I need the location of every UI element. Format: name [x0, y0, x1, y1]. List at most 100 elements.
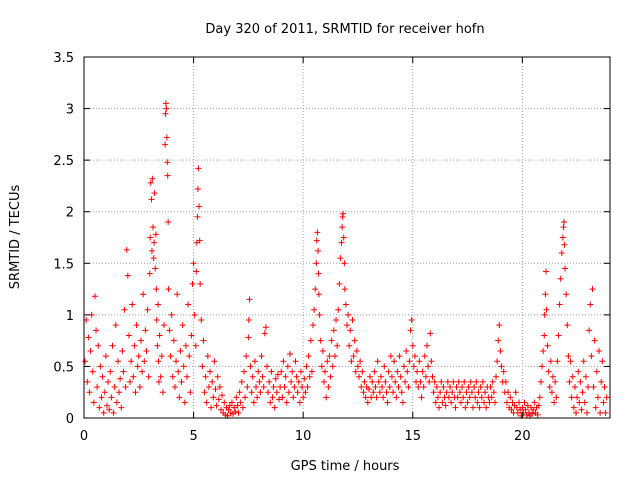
data-point [90, 399, 97, 406]
data-point [245, 334, 252, 341]
data-point [350, 353, 357, 360]
data-point [108, 394, 115, 401]
data-point [253, 384, 260, 391]
data-point [351, 337, 358, 344]
data-point [557, 275, 564, 282]
data-point [141, 358, 148, 365]
data-point [301, 375, 308, 382]
data-point [303, 363, 310, 370]
data-point [482, 389, 489, 396]
data-point [315, 291, 322, 298]
data-point [540, 347, 547, 354]
data-point [429, 373, 436, 380]
data-point [163, 105, 170, 112]
data-point [354, 363, 361, 370]
data-point [198, 317, 205, 324]
data-point [546, 384, 553, 391]
data-point [295, 378, 302, 385]
data-point [260, 384, 267, 391]
data-point [347, 327, 354, 334]
data-point [110, 409, 117, 416]
data-point [471, 384, 478, 391]
data-point [266, 378, 273, 385]
data-point [545, 368, 552, 375]
data-point [579, 389, 586, 396]
data-point [145, 373, 152, 380]
data-point [352, 368, 359, 375]
data-point [120, 368, 127, 375]
data-point [311, 306, 318, 313]
data-point [445, 394, 452, 401]
data-point [133, 322, 140, 329]
data-point [319, 347, 326, 354]
data-point [147, 234, 154, 241]
data-point [337, 255, 344, 262]
data-point [121, 306, 128, 313]
data-point [519, 404, 526, 411]
data-point [324, 358, 331, 365]
data-point [300, 394, 307, 401]
data-point [95, 342, 102, 349]
data-point [153, 317, 160, 324]
data-point [576, 399, 583, 406]
data-point [427, 330, 434, 337]
data-point [158, 353, 165, 360]
data-point [365, 386, 372, 393]
y-tick-label: 3.5 [53, 51, 74, 66]
data-point [521, 399, 528, 406]
data-point [173, 358, 180, 365]
x-tick-labels: 0 5 10 15 20 [80, 429, 531, 444]
data-point [315, 270, 322, 277]
data-point [194, 213, 201, 220]
data-point [293, 373, 300, 380]
data-point [421, 353, 428, 360]
data-point [494, 358, 501, 365]
data-point [129, 301, 136, 308]
data-point [490, 389, 497, 396]
data-point [426, 378, 433, 385]
data-point [210, 394, 217, 401]
data-point [467, 378, 474, 385]
x-tick-label: 5 [189, 429, 197, 444]
data-point [598, 378, 605, 385]
data-point [100, 409, 107, 416]
data-point [394, 368, 401, 375]
data-point [202, 373, 209, 380]
data-point [325, 384, 332, 391]
data-point [372, 384, 379, 391]
data-point [489, 378, 496, 385]
data-point [601, 384, 608, 391]
data-point [101, 389, 108, 396]
data-point [313, 237, 320, 244]
data-point [237, 399, 244, 406]
data-point [535, 402, 542, 409]
data-point [192, 342, 199, 349]
data-point [577, 378, 584, 385]
data-point [248, 389, 255, 396]
data-point [255, 368, 262, 375]
data-point [182, 342, 189, 349]
data-point [560, 224, 567, 231]
data-point [373, 394, 380, 401]
data-point [560, 219, 567, 226]
data-point [114, 358, 121, 365]
data-point [264, 363, 271, 370]
data-point [434, 394, 441, 401]
data-point [586, 327, 593, 334]
data-point [428, 358, 435, 365]
data-point [377, 373, 384, 380]
data-point [376, 389, 383, 396]
data-point [268, 368, 275, 375]
data-point [466, 394, 473, 401]
data-point [246, 296, 253, 303]
data-point [552, 378, 559, 385]
data-point [578, 406, 585, 413]
data-point [539, 363, 546, 370]
data-point [463, 389, 470, 396]
y-tick-label: 2.5 [53, 154, 74, 169]
data-point [349, 317, 356, 324]
data-point [207, 368, 214, 375]
data-point [370, 389, 377, 396]
data-point [146, 270, 153, 277]
data-point [346, 342, 353, 349]
